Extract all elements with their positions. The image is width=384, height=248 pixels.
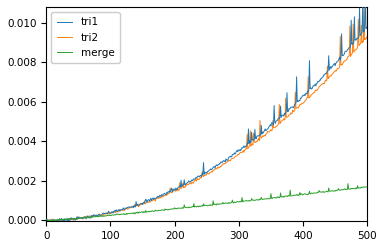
merge bbox=[199, 204, 204, 207]
merge bbox=[45, 218, 49, 221]
tri2 bbox=[365, 35, 369, 38]
merge bbox=[308, 192, 313, 195]
tri2 bbox=[197, 178, 202, 181]
merge bbox=[365, 185, 369, 188]
tri2 bbox=[45, 219, 49, 222]
merge bbox=[46, 219, 51, 222]
merge bbox=[236, 200, 240, 203]
merge bbox=[359, 186, 363, 189]
merge bbox=[346, 182, 350, 185]
tri1 bbox=[308, 87, 313, 90]
Line: tri1: tri1 bbox=[47, 0, 367, 222]
tri2 bbox=[45, 220, 50, 223]
tri1 bbox=[49, 220, 54, 223]
tri2 bbox=[358, 43, 362, 46]
tri2 bbox=[308, 95, 313, 98]
tri1 bbox=[199, 175, 204, 178]
tri1 bbox=[358, 34, 362, 37]
tri2 bbox=[199, 176, 204, 179]
Legend: tri1, tri2, merge: tri1, tri2, merge bbox=[51, 12, 119, 63]
tri2 bbox=[218, 165, 223, 168]
tri2 bbox=[362, 3, 366, 6]
tri1 bbox=[197, 175, 202, 178]
merge bbox=[197, 205, 202, 208]
Line: merge: merge bbox=[47, 184, 367, 221]
tri1 bbox=[236, 148, 240, 151]
tri2 bbox=[236, 153, 240, 156]
Line: tri2: tri2 bbox=[47, 5, 367, 221]
tri1 bbox=[365, 25, 369, 28]
merge bbox=[218, 202, 223, 205]
tri1 bbox=[218, 160, 223, 163]
tri1 bbox=[45, 217, 49, 220]
